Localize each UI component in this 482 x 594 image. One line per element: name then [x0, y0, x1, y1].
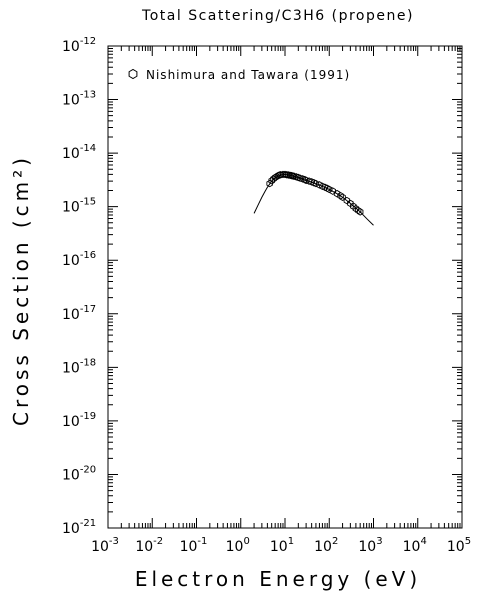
data-point-hexagon — [329, 187, 336, 195]
chart-title: Total Scattering/C3H6 (propene) — [141, 8, 414, 24]
axis-ticks — [107, 45, 463, 529]
data-point-hexagon — [268, 177, 275, 185]
x-tick-label: 10-3 — [91, 536, 119, 555]
data-point-hexagon — [279, 170, 287, 179]
y-tick-labels: 10-21 10-20 10-19 10-18 10-17 10-16 10-15 10-14… — [62, 36, 96, 537]
data-point-hexagon — [305, 177, 313, 185]
legend-marker-hexagon — [128, 68, 138, 80]
legend-label: Nishimura and Tawara (1991) — [146, 68, 350, 82]
x-axis-title: Electron Energy (eV) — [135, 567, 421, 591]
data-point-hexagon — [290, 172, 298, 180]
y-axis-title: Cross Section (cm²) — [9, 154, 33, 426]
data-point-hexagon — [302, 176, 310, 185]
minor-ticks — [107, 45, 463, 529]
x-tick-label: 10-2 — [135, 536, 163, 555]
data-point-hexagon — [296, 174, 304, 182]
x-tick-label: 100 — [226, 536, 250, 555]
data-point-hexagon — [281, 170, 289, 179]
data-point-hexagon — [277, 171, 284, 179]
y-tick-label: 10-17 — [62, 304, 96, 323]
y-tick-label: 10-15 — [62, 197, 96, 216]
x-tick-labels: 10-3 10-2 10-1 100 101 102 103 104 105 — [91, 536, 471, 555]
y-tick-label: 10-21 — [62, 518, 96, 537]
data-point-hexagon — [333, 189, 341, 198]
data-point-hexagon — [339, 193, 346, 201]
y-tick-label: 10-13 — [62, 90, 96, 109]
data-point-hexagon — [273, 172, 280, 181]
legend: Nishimura and Tawara (1991) — [128, 68, 350, 82]
data-point-hexagon — [326, 185, 333, 194]
data-point-hexagon — [352, 204, 360, 213]
x-tick-label: 10-1 — [180, 536, 208, 555]
y-tick-label: 10-18 — [62, 357, 96, 376]
y-tick-label: 10-19 — [62, 411, 96, 430]
plot-border — [107, 45, 463, 529]
plot-frame — [107, 45, 463, 529]
x-tick-label: 101 — [270, 536, 294, 555]
x-tick-label: 105 — [447, 536, 471, 555]
x-tick-label: 102 — [314, 536, 338, 555]
data-point-hexagon — [274, 171, 282, 180]
y-tick-label: 10-12 — [62, 36, 96, 55]
y-tick-label: 10-20 — [62, 464, 96, 483]
y-tick-label: 10-16 — [62, 250, 96, 269]
x-tick-label: 103 — [358, 536, 382, 555]
y-tick-label: 10-14 — [62, 143, 96, 162]
x-tick-label: 104 — [403, 536, 427, 555]
data-point-hexagon — [356, 208, 364, 216]
data-point-hexagon — [343, 196, 351, 205]
data-points — [266, 170, 364, 216]
